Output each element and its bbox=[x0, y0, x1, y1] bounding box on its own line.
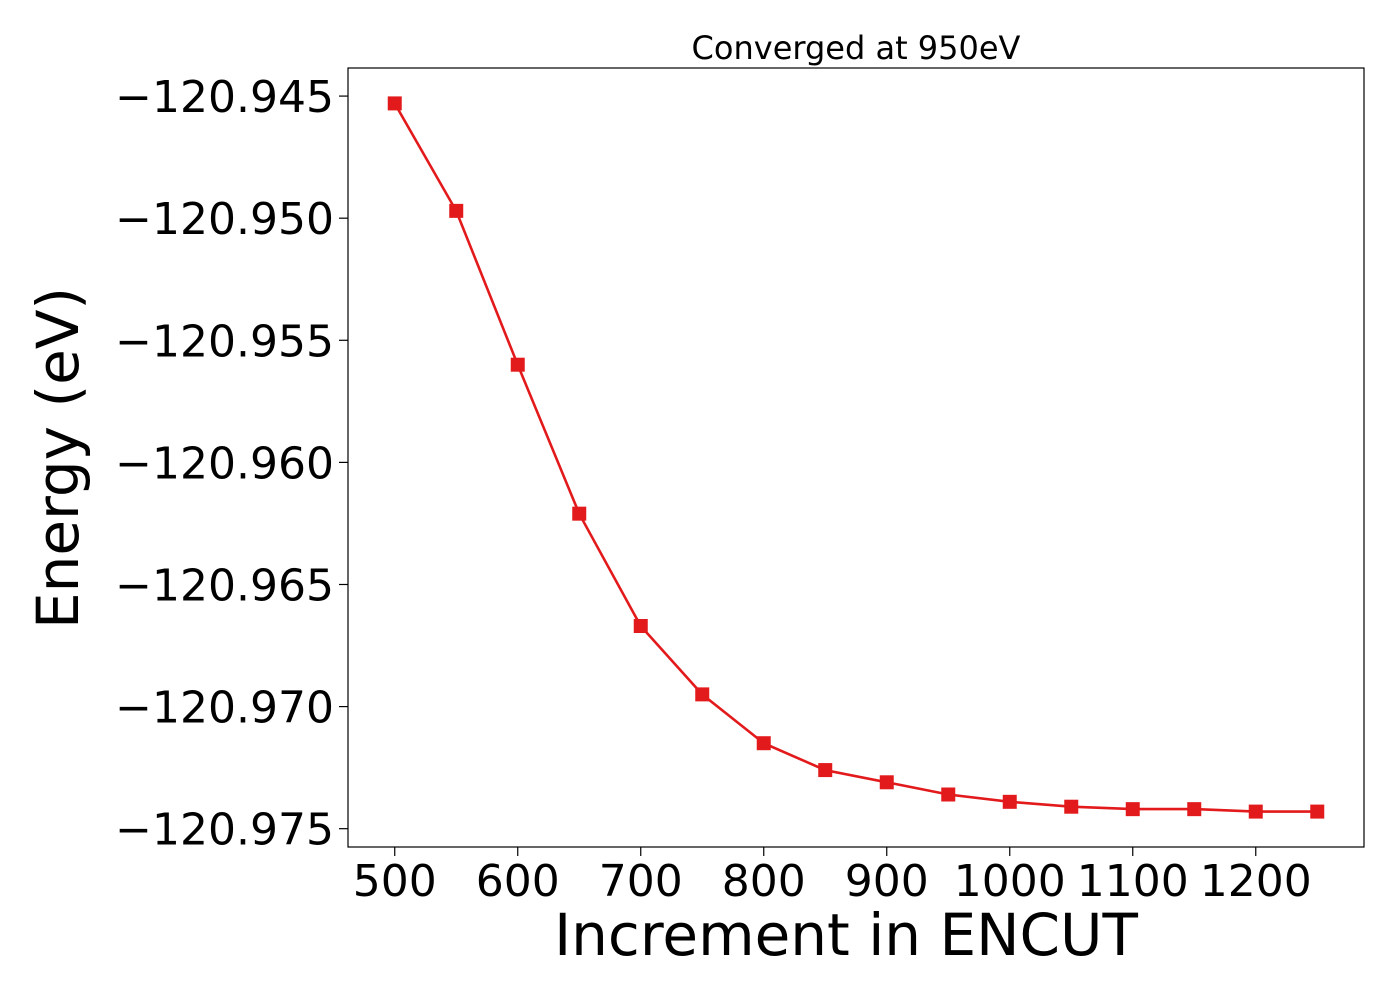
series-layer bbox=[387, 96, 1325, 819]
x-axis-label: Increment in ENCUT bbox=[554, 901, 1138, 969]
y-axis: −120.945 −120.950 −120.955 −120.960 −120.965… bbox=[115, 72, 348, 856]
x-tick-label: 800 bbox=[722, 856, 806, 907]
data-point-marker bbox=[879, 775, 894, 790]
data-point-marker bbox=[1310, 804, 1325, 819]
data-point-marker bbox=[1248, 804, 1263, 819]
data-point-marker bbox=[1002, 794, 1017, 809]
plot-frame bbox=[347, 67, 1365, 848]
data-point-marker bbox=[1064, 799, 1079, 814]
y-tick-label: −120.945 bbox=[115, 72, 334, 123]
data-point-marker bbox=[510, 357, 525, 372]
data-point-marker bbox=[1187, 802, 1202, 817]
y-tick-label: −120.955 bbox=[115, 316, 334, 367]
data-point-marker bbox=[695, 687, 710, 702]
x-tick-label: 600 bbox=[476, 856, 560, 907]
series-line bbox=[393, 102, 1318, 813]
y-axis-label: Energy (eV) bbox=[24, 287, 92, 629]
x-tick-label: 900 bbox=[845, 856, 929, 907]
data-point-marker bbox=[1125, 802, 1140, 817]
x-tick-label: 1000 bbox=[954, 856, 1066, 907]
x-tick-label: 700 bbox=[599, 856, 683, 907]
data-point-marker bbox=[572, 506, 587, 521]
data-point-marker bbox=[756, 736, 771, 751]
data-point-marker bbox=[941, 787, 956, 802]
x-tick-label: 1100 bbox=[1077, 856, 1189, 907]
data-point-marker bbox=[387, 96, 402, 111]
y-tick-label: −120.965 bbox=[115, 560, 334, 611]
y-tick-label: −120.950 bbox=[115, 194, 334, 245]
data-point-marker bbox=[633, 618, 648, 633]
data-point-marker bbox=[449, 203, 464, 218]
x-axis: 500 600 700 800 900 1000 1100 1200 bbox=[353, 847, 1312, 907]
x-tick-label: 1200 bbox=[1200, 856, 1312, 907]
y-tick-label: −120.975 bbox=[115, 805, 334, 856]
y-tick-label: −120.970 bbox=[115, 683, 334, 734]
y-tick-label: −120.960 bbox=[115, 438, 334, 489]
chart-title: Converged at 950eV bbox=[692, 29, 1021, 67]
data-point-marker bbox=[818, 763, 833, 778]
x-tick-label: 500 bbox=[353, 856, 437, 907]
